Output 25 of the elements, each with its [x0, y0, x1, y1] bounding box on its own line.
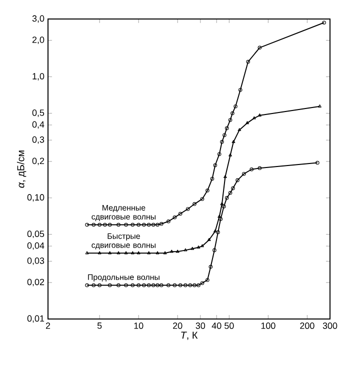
x-tick-label: 40	[212, 322, 222, 329]
y-tick-label: 0,05	[27, 230, 44, 238]
x-tick-label: 2	[46, 322, 50, 329]
y-tick-label: 3,0	[32, 15, 44, 23]
x-axis-title: T, К	[181, 332, 198, 340]
x-tick-label: 30	[196, 322, 206, 329]
y-tick-label: 0,4	[32, 121, 44, 129]
y-tick-label: 0,10	[27, 194, 44, 202]
x-tick-label: 20	[173, 322, 182, 329]
y-tick-label: 0,03	[27, 258, 44, 265]
y-axis-title: α, дБ/см	[16, 150, 26, 188]
x-tick-label: 10	[134, 322, 144, 329]
x-tick-label: 5	[97, 322, 102, 329]
x-tick-label: 50	[224, 322, 234, 329]
y-tick-label: 2,0	[32, 36, 44, 44]
y-tick-label: 0,02	[27, 278, 44, 286]
y-tick-label: 0,2	[32, 158, 44, 166]
x-tick-label: 200	[300, 322, 314, 329]
y-tick-label: 0,04	[27, 242, 44, 250]
y-tick-label: 0,3	[32, 136, 44, 144]
y-tick-label: 0,01	[27, 315, 44, 323]
x-tick-label: 300	[322, 322, 338, 329]
y-tick-label: 0,5	[32, 110, 44, 117]
x-tick-label: 100	[261, 322, 276, 329]
y-tick-label: 1,0	[32, 73, 44, 80]
